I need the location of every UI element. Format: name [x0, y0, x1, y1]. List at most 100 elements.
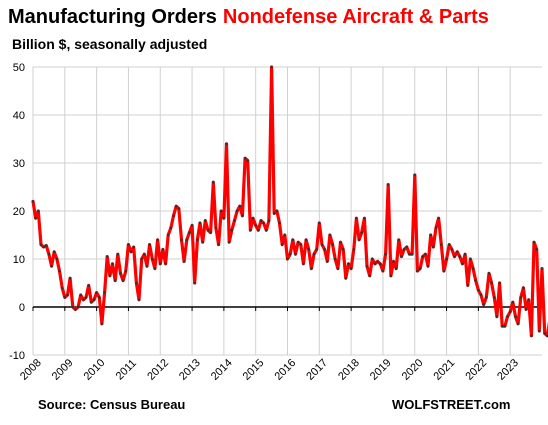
data-point: [166, 233, 170, 237]
data-point: [278, 221, 281, 225]
data-point: [280, 243, 284, 246]
data-point: [363, 216, 366, 220]
chart-title-main: Manufacturing Orders: [8, 6, 217, 28]
y-tick-label: 10: [13, 254, 25, 266]
data-point: [389, 274, 393, 278]
data-point: [368, 274, 372, 278]
data-point: [471, 267, 475, 270]
data-point: [196, 238, 199, 242]
data-point: [384, 252, 387, 256]
data-point: [37, 209, 40, 213]
data-point: [206, 228, 210, 232]
chart-title-highlight: Nondefense Aircraft & Parts: [222, 6, 489, 28]
data-point: [50, 264, 53, 268]
data-point: [294, 252, 297, 256]
data-point: [312, 252, 316, 256]
data-point: [270, 65, 273, 69]
data-point: [477, 288, 480, 292]
data-point: [424, 252, 427, 256]
data-point: [463, 252, 467, 256]
data-point: [246, 159, 249, 162]
x-tick-label: 2015: [241, 357, 267, 383]
data-point: [485, 296, 488, 299]
data-point: [500, 324, 504, 328]
data-point: [392, 260, 395, 263]
data-point: [440, 243, 443, 246]
data-point: [466, 284, 470, 287]
data-point: [371, 257, 374, 261]
data-point: [498, 281, 501, 285]
x-tick-label: 2017: [304, 357, 330, 383]
data-point: [74, 308, 77, 311]
data-point: [129, 250, 133, 254]
x-tick-label: 2014: [209, 357, 235, 383]
data-point: [241, 214, 244, 218]
data-point: [254, 224, 257, 227]
data-point: [217, 243, 220, 246]
data-point: [347, 262, 350, 266]
grid-lines: [32, 66, 542, 356]
data-point: [381, 269, 385, 273]
x-tick-label: 2020: [400, 357, 426, 383]
data-point: [487, 272, 491, 275]
data-point: [201, 240, 204, 244]
data-point: [511, 300, 515, 304]
data-point: [535, 248, 538, 251]
data-point: [238, 204, 242, 208]
series-layer: [31, 65, 548, 338]
data-point: [193, 281, 196, 285]
x-tick-label: 2010: [82, 357, 108, 383]
data-point: [437, 216, 440, 220]
data-point: [522, 286, 525, 290]
data-point: [344, 276, 348, 280]
data-point: [299, 243, 303, 246]
data-point: [243, 156, 247, 160]
data-point: [172, 214, 175, 218]
data-point: [479, 293, 483, 297]
data-point: [543, 332, 546, 335]
data-point: [386, 183, 390, 186]
data-point: [318, 221, 321, 225]
data-point: [349, 267, 353, 270]
data-point: [214, 226, 218, 230]
data-point: [394, 267, 398, 270]
data-point: [413, 173, 417, 177]
data-point: [230, 228, 234, 232]
data-point: [506, 315, 509, 318]
data-point: [333, 257, 337, 261]
data-point: [84, 296, 88, 299]
data-point: [286, 257, 289, 261]
chart-title: Manufacturing Orders Nondefense Aircraft …: [8, 6, 489, 29]
data-point: [267, 219, 271, 222]
data-point: [450, 248, 454, 251]
data-point: [90, 300, 93, 304]
data-point: [95, 291, 98, 294]
data-point: [416, 269, 419, 273]
data-point: [148, 243, 151, 246]
data-point: [161, 248, 165, 251]
x-tick-label: 2019: [368, 357, 394, 383]
x-tick-label: 2012: [145, 357, 171, 383]
data-point: [39, 243, 43, 246]
x-tick-label: 2018: [336, 357, 362, 383]
data-point: [532, 240, 536, 244]
data-point: [490, 281, 493, 285]
x-tick-label: 2011: [114, 357, 139, 382]
data-point: [174, 204, 178, 208]
y-tick-label: -10: [9, 350, 25, 362]
data-point: [408, 252, 411, 256]
data-point: [516, 322, 520, 326]
data-point: [209, 231, 212, 234]
data-point: [159, 262, 162, 266]
data-point: [291, 238, 295, 242]
data-point: [116, 252, 120, 256]
data-point: [66, 293, 69, 297]
series-line: [31, 65, 548, 338]
data-point: [302, 262, 305, 266]
data-point: [233, 219, 236, 222]
data-point: [432, 245, 435, 249]
brand-label: WOLFSTREET.com: [392, 397, 511, 412]
data-point: [119, 272, 122, 275]
data-point: [145, 264, 149, 268]
